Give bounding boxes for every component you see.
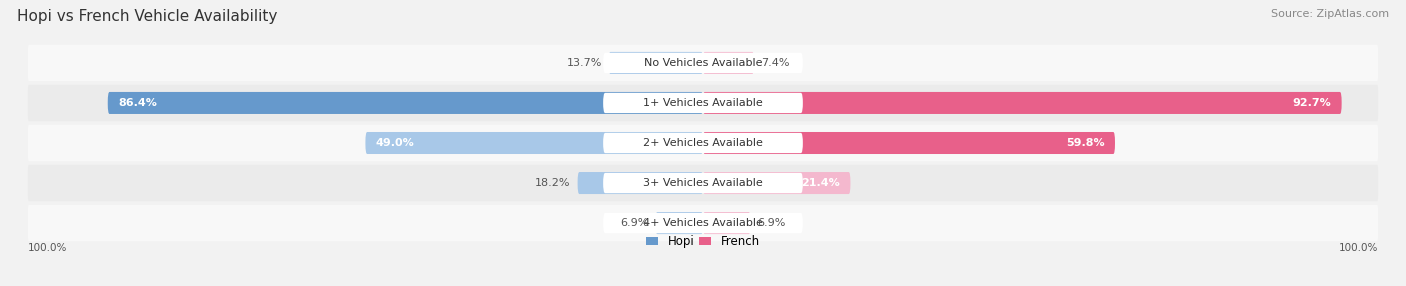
FancyBboxPatch shape	[28, 205, 1378, 241]
FancyBboxPatch shape	[28, 165, 1378, 201]
FancyBboxPatch shape	[603, 93, 803, 113]
Text: 18.2%: 18.2%	[536, 178, 571, 188]
FancyBboxPatch shape	[655, 212, 703, 234]
FancyBboxPatch shape	[703, 132, 1115, 154]
Text: Hopi vs French Vehicle Availability: Hopi vs French Vehicle Availability	[17, 9, 277, 23]
Text: 49.0%: 49.0%	[375, 138, 415, 148]
Text: 6.9%: 6.9%	[620, 218, 648, 228]
FancyBboxPatch shape	[366, 132, 703, 154]
FancyBboxPatch shape	[108, 92, 703, 114]
FancyBboxPatch shape	[603, 213, 803, 233]
FancyBboxPatch shape	[28, 45, 1378, 81]
Text: 100.0%: 100.0%	[28, 243, 67, 253]
Text: 3+ Vehicles Available: 3+ Vehicles Available	[643, 178, 763, 188]
FancyBboxPatch shape	[609, 52, 703, 74]
Text: 2+ Vehicles Available: 2+ Vehicles Available	[643, 138, 763, 148]
Text: 21.4%: 21.4%	[801, 178, 841, 188]
FancyBboxPatch shape	[578, 172, 703, 194]
Text: 1+ Vehicles Available: 1+ Vehicles Available	[643, 98, 763, 108]
Text: 86.4%: 86.4%	[118, 98, 157, 108]
FancyBboxPatch shape	[703, 92, 1341, 114]
FancyBboxPatch shape	[703, 52, 754, 74]
FancyBboxPatch shape	[28, 85, 1378, 121]
FancyBboxPatch shape	[603, 173, 803, 193]
Text: 6.9%: 6.9%	[758, 218, 786, 228]
Text: 59.8%: 59.8%	[1066, 138, 1105, 148]
Legend: Hopi, French: Hopi, French	[641, 231, 765, 253]
Text: 13.7%: 13.7%	[567, 58, 602, 68]
FancyBboxPatch shape	[28, 125, 1378, 161]
FancyBboxPatch shape	[703, 172, 851, 194]
FancyBboxPatch shape	[703, 212, 751, 234]
FancyBboxPatch shape	[603, 53, 803, 73]
Text: 7.4%: 7.4%	[761, 58, 789, 68]
FancyBboxPatch shape	[603, 133, 803, 153]
Text: 4+ Vehicles Available: 4+ Vehicles Available	[643, 218, 763, 228]
Text: 100.0%: 100.0%	[1339, 243, 1378, 253]
Text: No Vehicles Available: No Vehicles Available	[644, 58, 762, 68]
Text: Source: ZipAtlas.com: Source: ZipAtlas.com	[1271, 9, 1389, 19]
Text: 92.7%: 92.7%	[1292, 98, 1331, 108]
